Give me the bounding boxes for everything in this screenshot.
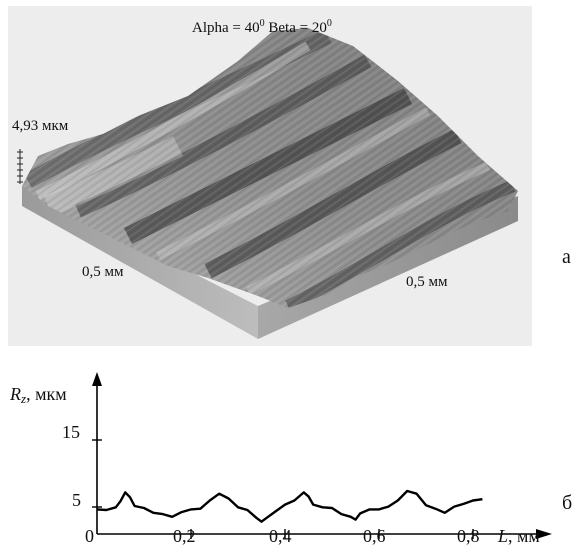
y-tick-label-15: 15	[62, 422, 80, 442]
surface-top	[22, 28, 518, 308]
height-scale-bar	[17, 149, 23, 184]
roughness-chart-svg	[92, 372, 552, 539]
y-tick-label-5: 5	[72, 490, 81, 510]
beta-text: Beta = 20	[264, 20, 327, 36]
alpha-text: Alpha = 40	[192, 20, 260, 36]
y-axis-subscript: z	[21, 391, 27, 406]
beta-degree: 0	[326, 18, 332, 29]
x-tick-label-0-4: 0,4	[269, 526, 292, 546]
view-angle-caption: Alpha = 400 Beta = 200	[192, 18, 332, 37]
x-tick-label-0-2: 0,2	[173, 526, 196, 546]
tick-marks	[92, 439, 474, 539]
series-line-profile	[96, 489, 483, 523]
roughness-chart: Rz, мкм 15 5 0 0,2 0,4 0,6 0,8 L, мм	[0, 360, 584, 547]
x-tick-label-0-6: 0,6	[363, 526, 386, 546]
x-axis-symbol: L	[498, 526, 509, 546]
y-axis-title: Rz, мкм	[10, 384, 67, 407]
surface-3d-panel: Alpha = 400 Beta = 200 4,93 мкм 0,5 мм 0…	[8, 6, 532, 346]
x-side-label: 0,5 мм	[82, 264, 124, 280]
surface-3d-image	[17, 28, 518, 339]
panel-letter-b: б	[562, 492, 573, 514]
height-label: 4,93 мкм	[12, 118, 69, 134]
alpha-degree: 0	[259, 18, 265, 29]
left-side-wall	[22, 186, 258, 339]
x-axis-unit: , мм	[508, 526, 540, 546]
x-axis-arrow	[536, 529, 552, 539]
x-tick-label-0-8: 0,8	[457, 526, 480, 546]
x-axis-title: L, мм	[498, 526, 540, 547]
y-axis-arrow	[92, 372, 102, 386]
y-side-label: 0,5 мм	[406, 274, 448, 290]
y-axis-unit: , мкм	[26, 384, 67, 404]
panel-letter-a: а	[562, 246, 571, 268]
y-axis-symbol: R	[10, 384, 21, 404]
x-tick-label-0: 0	[85, 526, 94, 546]
